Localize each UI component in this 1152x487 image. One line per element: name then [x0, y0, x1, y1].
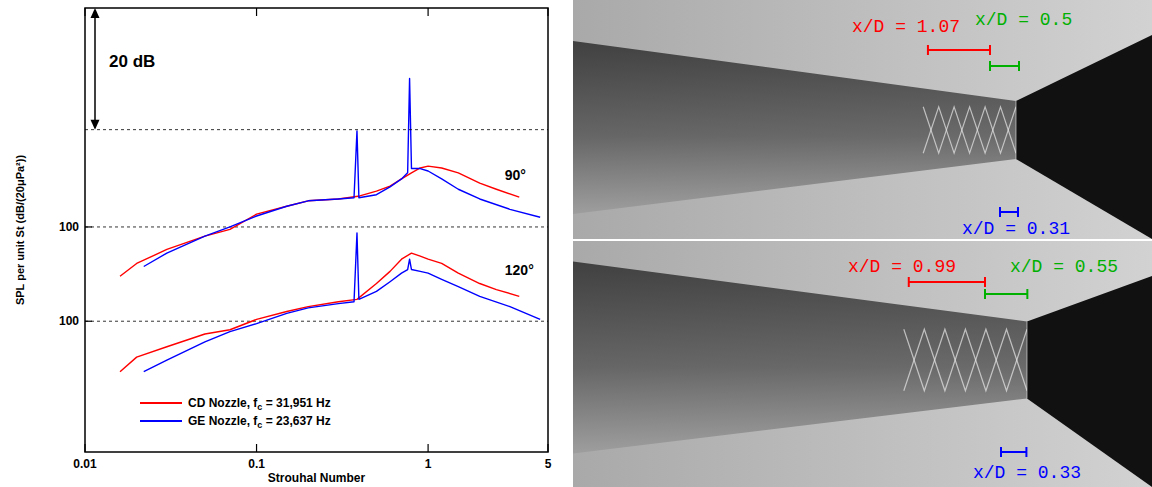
jet-plume	[573, 41, 1016, 214]
distance-bar	[985, 289, 1027, 299]
distance-bar	[1001, 447, 1026, 457]
jet-plume	[573, 262, 1027, 454]
schlieren-photo: x/D = 1.07 x/D = 0.5 x/D = 0.31	[573, 0, 1152, 239]
distance-label: x/D = 0.99	[848, 257, 956, 277]
legend-label-part: GE Nozzle, f	[188, 414, 258, 428]
distance-bar	[1000, 207, 1018, 217]
distance-bar	[990, 61, 1019, 71]
distance-bar-cap	[989, 45, 991, 55]
distance-bar-cap	[984, 289, 986, 299]
shock-cells	[923, 107, 1016, 153]
scale-arrow-head	[91, 120, 100, 130]
nozzle	[1027, 276, 1152, 487]
scale-arrow-head	[91, 8, 100, 18]
nozzle-exit	[1027, 322, 1028, 399]
y-axis-title: SPL per unit St (dB/(20μPa²))	[14, 155, 26, 305]
distance-bar-line	[928, 49, 990, 51]
distance-bar-cap	[927, 45, 929, 55]
legend: CD Nozzle, fc = 31,951 Hz GE Nozzle, fc =…	[140, 396, 331, 430]
distance-bar-cap	[908, 277, 910, 287]
legend-label: CD Nozzle, fc = 31,951 Hz	[188, 396, 331, 412]
x-tick-label: 5	[545, 457, 552, 471]
distance-label: x/D = 0.31	[962, 219, 1070, 239]
plot-frame	[85, 8, 548, 452]
spectrum-chart: 100 100 0.01 0.1 1 5 20 dB 90° 120° CD Nozzle, fc…	[14, 8, 552, 485]
legend-label: GE Nozzle, fc = 23,637 Hz	[188, 414, 331, 430]
distance-bar-cap	[984, 277, 986, 287]
distance-bar	[909, 277, 985, 287]
y-tick	[85, 226, 92, 227]
legend-swatch	[140, 420, 182, 422]
distance-bar-cap	[1018, 61, 1020, 71]
legend-label-part: = 31,951 Hz	[262, 396, 330, 410]
nozzle	[1016, 35, 1152, 239]
x-tick	[256, 444, 257, 452]
x-tick-label: 0.01	[73, 457, 97, 471]
photo-background	[573, 0, 1152, 239]
y-tick	[85, 321, 92, 322]
photo-background	[573, 241, 1152, 487]
nozzle-exit	[1016, 101, 1017, 159]
scale-arrow	[91, 8, 100, 130]
spectrum-line	[144, 79, 540, 267]
distance-bar-cap	[1000, 447, 1002, 457]
spectrum-line	[144, 233, 540, 372]
distance-bar-cap	[1025, 447, 1027, 457]
distance-bar-cap	[1017, 207, 1019, 217]
distance-bar	[928, 45, 990, 55]
reference-line	[85, 129, 548, 130]
x-tick-label: 0.1	[248, 457, 265, 471]
x-tick-top	[256, 8, 257, 16]
distance-bar-cap	[999, 207, 1001, 217]
legend-swatch	[140, 402, 182, 404]
shock-cells	[904, 329, 1027, 391]
distance-label: x/D = 0.5	[975, 10, 1072, 30]
x-tick-label: 1	[425, 457, 432, 471]
distance-bar-line	[1001, 451, 1026, 453]
plot-background	[85, 8, 548, 452]
series-lines	[120, 79, 540, 372]
distance-bar-cap	[1026, 289, 1028, 299]
scale-arrow-shaft	[94, 14, 96, 124]
shock-cells	[923, 107, 1016, 153]
y-tick-label: 100	[59, 220, 79, 234]
legend-label-part: CD Nozzle, f	[188, 396, 258, 410]
shock-cells	[904, 329, 1027, 391]
distance-bar-line	[909, 281, 985, 283]
scale-label: 20 dB	[109, 52, 155, 71]
y-tick-label: 100	[59, 314, 79, 328]
x-tick-top	[427, 8, 428, 16]
angle-label: 90°	[505, 167, 526, 183]
legend-label-part: = 23,637 Hz	[262, 414, 330, 428]
spectrum-line	[120, 166, 519, 276]
figure: 100 100 0.01 0.1 1 5 20 dB 90° 120° CD Nozzle, fc…	[0, 0, 1152, 487]
grid-line	[85, 226, 548, 227]
x-tick	[427, 444, 428, 452]
distance-label: x/D = 0.33	[973, 463, 1081, 483]
angle-label: 120°	[505, 262, 534, 278]
distance-label: x/D = 0.55	[1010, 257, 1118, 277]
x-axis-title: Strouhal Number	[268, 471, 366, 485]
distance-bar-cap	[989, 61, 991, 71]
distance-bar-line	[990, 65, 1019, 67]
distance-bar-line	[985, 293, 1027, 295]
schlieren-photo: x/D = 0.99 x/D = 0.55 x/D = 0.33	[573, 241, 1152, 487]
grid-line	[85, 321, 548, 322]
distance-bar-line	[1000, 211, 1018, 213]
distance-label: x/D = 1.07	[852, 17, 960, 37]
